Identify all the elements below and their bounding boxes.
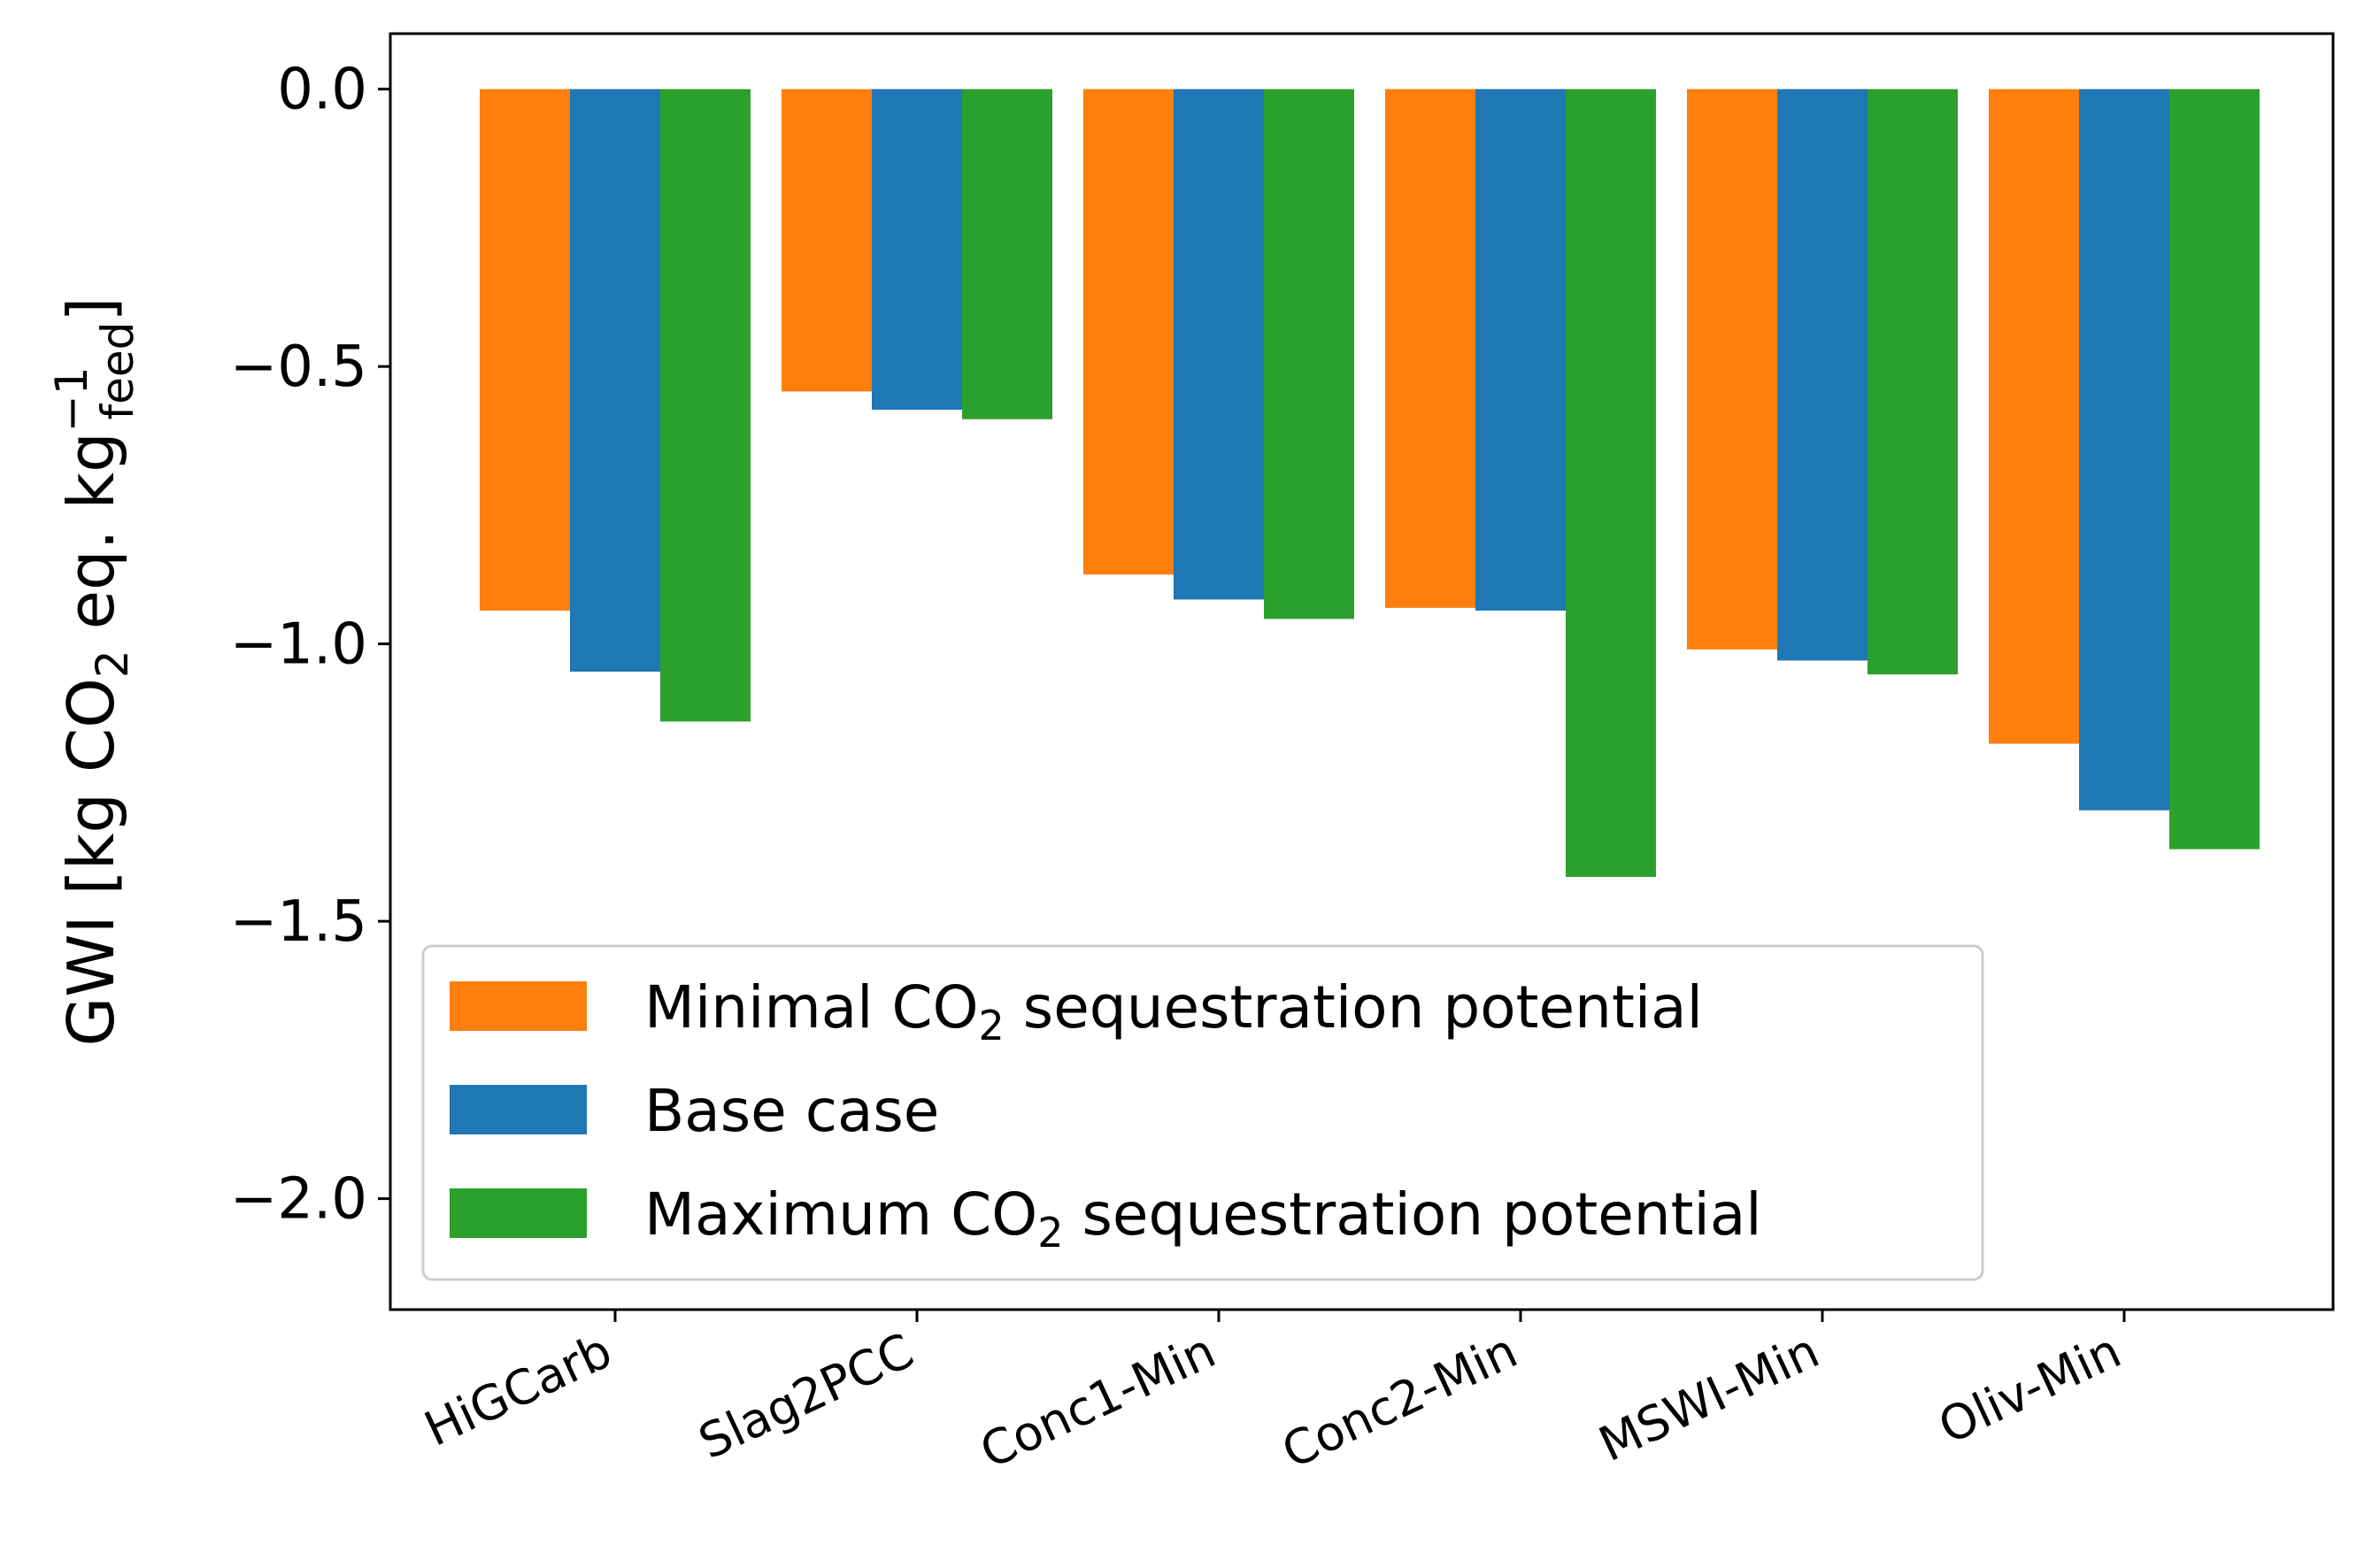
y-tick-label: 0.0 bbox=[277, 58, 367, 123]
bar-mswi-min-base-case bbox=[1777, 88, 1868, 661]
legend-label-maximum-sub: 2 bbox=[1037, 1209, 1063, 1257]
y-axis-title-suffix: ] bbox=[54, 297, 128, 322]
y-tick-label: −1.5 bbox=[230, 889, 367, 955]
bar-conc1-min-maximum-co2-sequestration-potential bbox=[1264, 88, 1354, 619]
bar-higcarb-maximum-co2-sequestration-potential bbox=[660, 88, 751, 722]
y-axis-title-sub-co2: 2 bbox=[87, 649, 138, 678]
legend-swatch-maximum bbox=[450, 1188, 587, 1238]
legend: Minimal CO2 sequestration potential Base… bbox=[421, 944, 1984, 1281]
legend-label-base: Base case bbox=[644, 1077, 939, 1145]
plot-frame bbox=[389, 32, 2335, 1311]
bar-higcarb-base-case bbox=[570, 88, 660, 672]
bar-conc2-min-base-case bbox=[1475, 88, 1566, 611]
legend-label-maximum-post: sequestration potential bbox=[1064, 1180, 1762, 1249]
legend-swatch-base bbox=[450, 1085, 587, 1134]
bar-conc1-min-minimal-co2-sequestration-potential bbox=[1083, 88, 1174, 575]
bar-slag2pcc-maximum-co2-sequestration-potential bbox=[962, 88, 1052, 419]
bar-conc2-min-minimal-co2-sequestration-potential bbox=[1385, 88, 1475, 608]
bar-oliv-min-minimal-co2-sequestration-potential bbox=[1989, 88, 2079, 744]
y-tick-label: −1.0 bbox=[230, 612, 367, 678]
legend-label-minimal-post: sequestration potential bbox=[1005, 973, 1703, 1041]
legend-label-maximum-pre: Maximum CO bbox=[644, 1180, 1037, 1249]
bar-conc2-min-maximum-co2-sequestration-potential bbox=[1566, 88, 1656, 877]
legend-label-minimal-sub: 2 bbox=[979, 1002, 1005, 1049]
bar-oliv-min-maximum-co2-sequestration-potential bbox=[2169, 88, 2260, 849]
y-axis-title-prefix: GWI [kg CO bbox=[54, 678, 128, 1046]
y-tick-label: −0.5 bbox=[230, 334, 367, 400]
bar-mswi-min-maximum-co2-sequestration-potential bbox=[1868, 88, 1958, 675]
bar-oliv-min-base-case bbox=[2079, 88, 2169, 811]
bar-conc1-min-base-case bbox=[1174, 88, 1264, 600]
legend-label-maximum: Maximum CO2 sequestration potential bbox=[644, 1180, 1762, 1257]
y-tick-label: −2.0 bbox=[230, 1167, 367, 1233]
bar-mswi-min-minimal-co2-sequestration-potential bbox=[1687, 88, 1777, 649]
bar-slag2pcc-base-case bbox=[872, 88, 962, 411]
legend-box bbox=[421, 944, 1984, 1281]
bar-slag2pcc-minimal-co2-sequestration-potential bbox=[782, 88, 872, 392]
bar-higcarb-minimal-co2-sequestration-potential bbox=[480, 88, 570, 611]
y-axis-title-sup: −1 bbox=[46, 366, 97, 432]
y-axis-title-sub-feed: feed bbox=[92, 322, 143, 420]
legend-label-minimal-pre: Minimal CO bbox=[644, 973, 979, 1041]
bars-group bbox=[480, 88, 2260, 877]
y-axis-title-middle: eq. kg bbox=[54, 432, 128, 649]
legend-swatch-minimal bbox=[450, 981, 587, 1031]
y-axis: 0.0 −0.5 −1.0 −1.5 −2.0 bbox=[230, 58, 390, 1233]
legend-label-minimal: Minimal CO2 sequestration potential bbox=[644, 973, 1703, 1049]
y-axis-title: GWI [kg CO2 eq. kg−1feed] bbox=[46, 297, 143, 1047]
